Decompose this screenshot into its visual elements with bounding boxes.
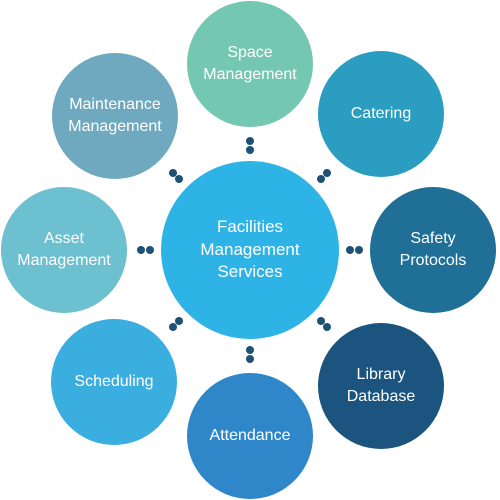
connector-dot bbox=[246, 137, 254, 145]
node-library-database: Library Database bbox=[318, 323, 444, 449]
connector-dot bbox=[168, 323, 177, 332]
connector-dot bbox=[137, 246, 145, 254]
connector-dot bbox=[323, 168, 332, 177]
node-label: Attendance bbox=[209, 427, 291, 445]
node-catering: Catering bbox=[318, 51, 444, 177]
connector-dot bbox=[316, 175, 325, 184]
connector-dot bbox=[146, 246, 154, 254]
node-safety-protocols: Safety Protocols bbox=[370, 187, 496, 313]
node-label: Catering bbox=[350, 105, 412, 123]
node-attendance: Attendance bbox=[187, 373, 313, 499]
node-label: Scheduling bbox=[74, 373, 154, 391]
node-space-management: Space Management bbox=[187, 1, 313, 127]
connector-dot bbox=[246, 355, 254, 363]
node-asset-management: Asset Management bbox=[1, 187, 127, 313]
connector-dot bbox=[316, 316, 325, 325]
connector-dot bbox=[246, 146, 254, 154]
connector-dot bbox=[323, 323, 332, 332]
node-label: Space Management bbox=[203, 44, 297, 83]
center-node-facilities-management-services: Facilities Management Services bbox=[161, 161, 339, 339]
node-label: Maintenance Management bbox=[68, 96, 162, 135]
connector-dot bbox=[246, 346, 254, 354]
node-scheduling: Scheduling bbox=[51, 319, 177, 445]
connector-dot bbox=[355, 246, 363, 254]
node-label: Asset Management bbox=[17, 230, 111, 269]
connector-dot bbox=[175, 316, 184, 325]
center-node-label: Facilities Management Services bbox=[200, 216, 300, 282]
node-label: Safety Protocols bbox=[399, 230, 467, 269]
node-label: Library Database bbox=[346, 366, 416, 405]
connector-dot bbox=[168, 168, 177, 177]
node-maintenance-management: Maintenance Management bbox=[52, 53, 178, 179]
connector-dot bbox=[175, 175, 184, 184]
connector-dot bbox=[346, 246, 354, 254]
